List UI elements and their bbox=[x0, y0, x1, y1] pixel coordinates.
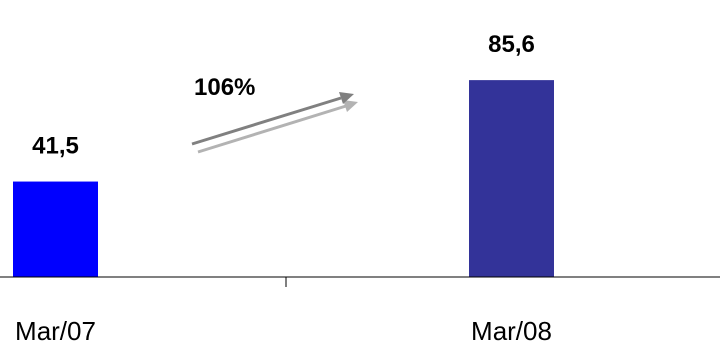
x-tick-label: Mar/07 bbox=[15, 316, 96, 342]
x-tick-labels-layer: Mar/07 Mar/08 bbox=[15, 316, 552, 342]
data-label: 85,6 bbox=[488, 31, 535, 58]
bar-mar-08 bbox=[469, 80, 554, 278]
bars-layer bbox=[13, 80, 554, 278]
growth-annotation: 106% bbox=[191, 74, 358, 154]
bar-mar-07 bbox=[13, 181, 98, 277]
growth-arrow-icon bbox=[191, 92, 358, 154]
value-labels-layer: 41,5 85,6 bbox=[32, 31, 535, 159]
data-label: 41,5 bbox=[32, 133, 79, 160]
growth-percentage-label: 106% bbox=[194, 74, 255, 101]
x-tick-label: Mar/08 bbox=[471, 316, 552, 342]
